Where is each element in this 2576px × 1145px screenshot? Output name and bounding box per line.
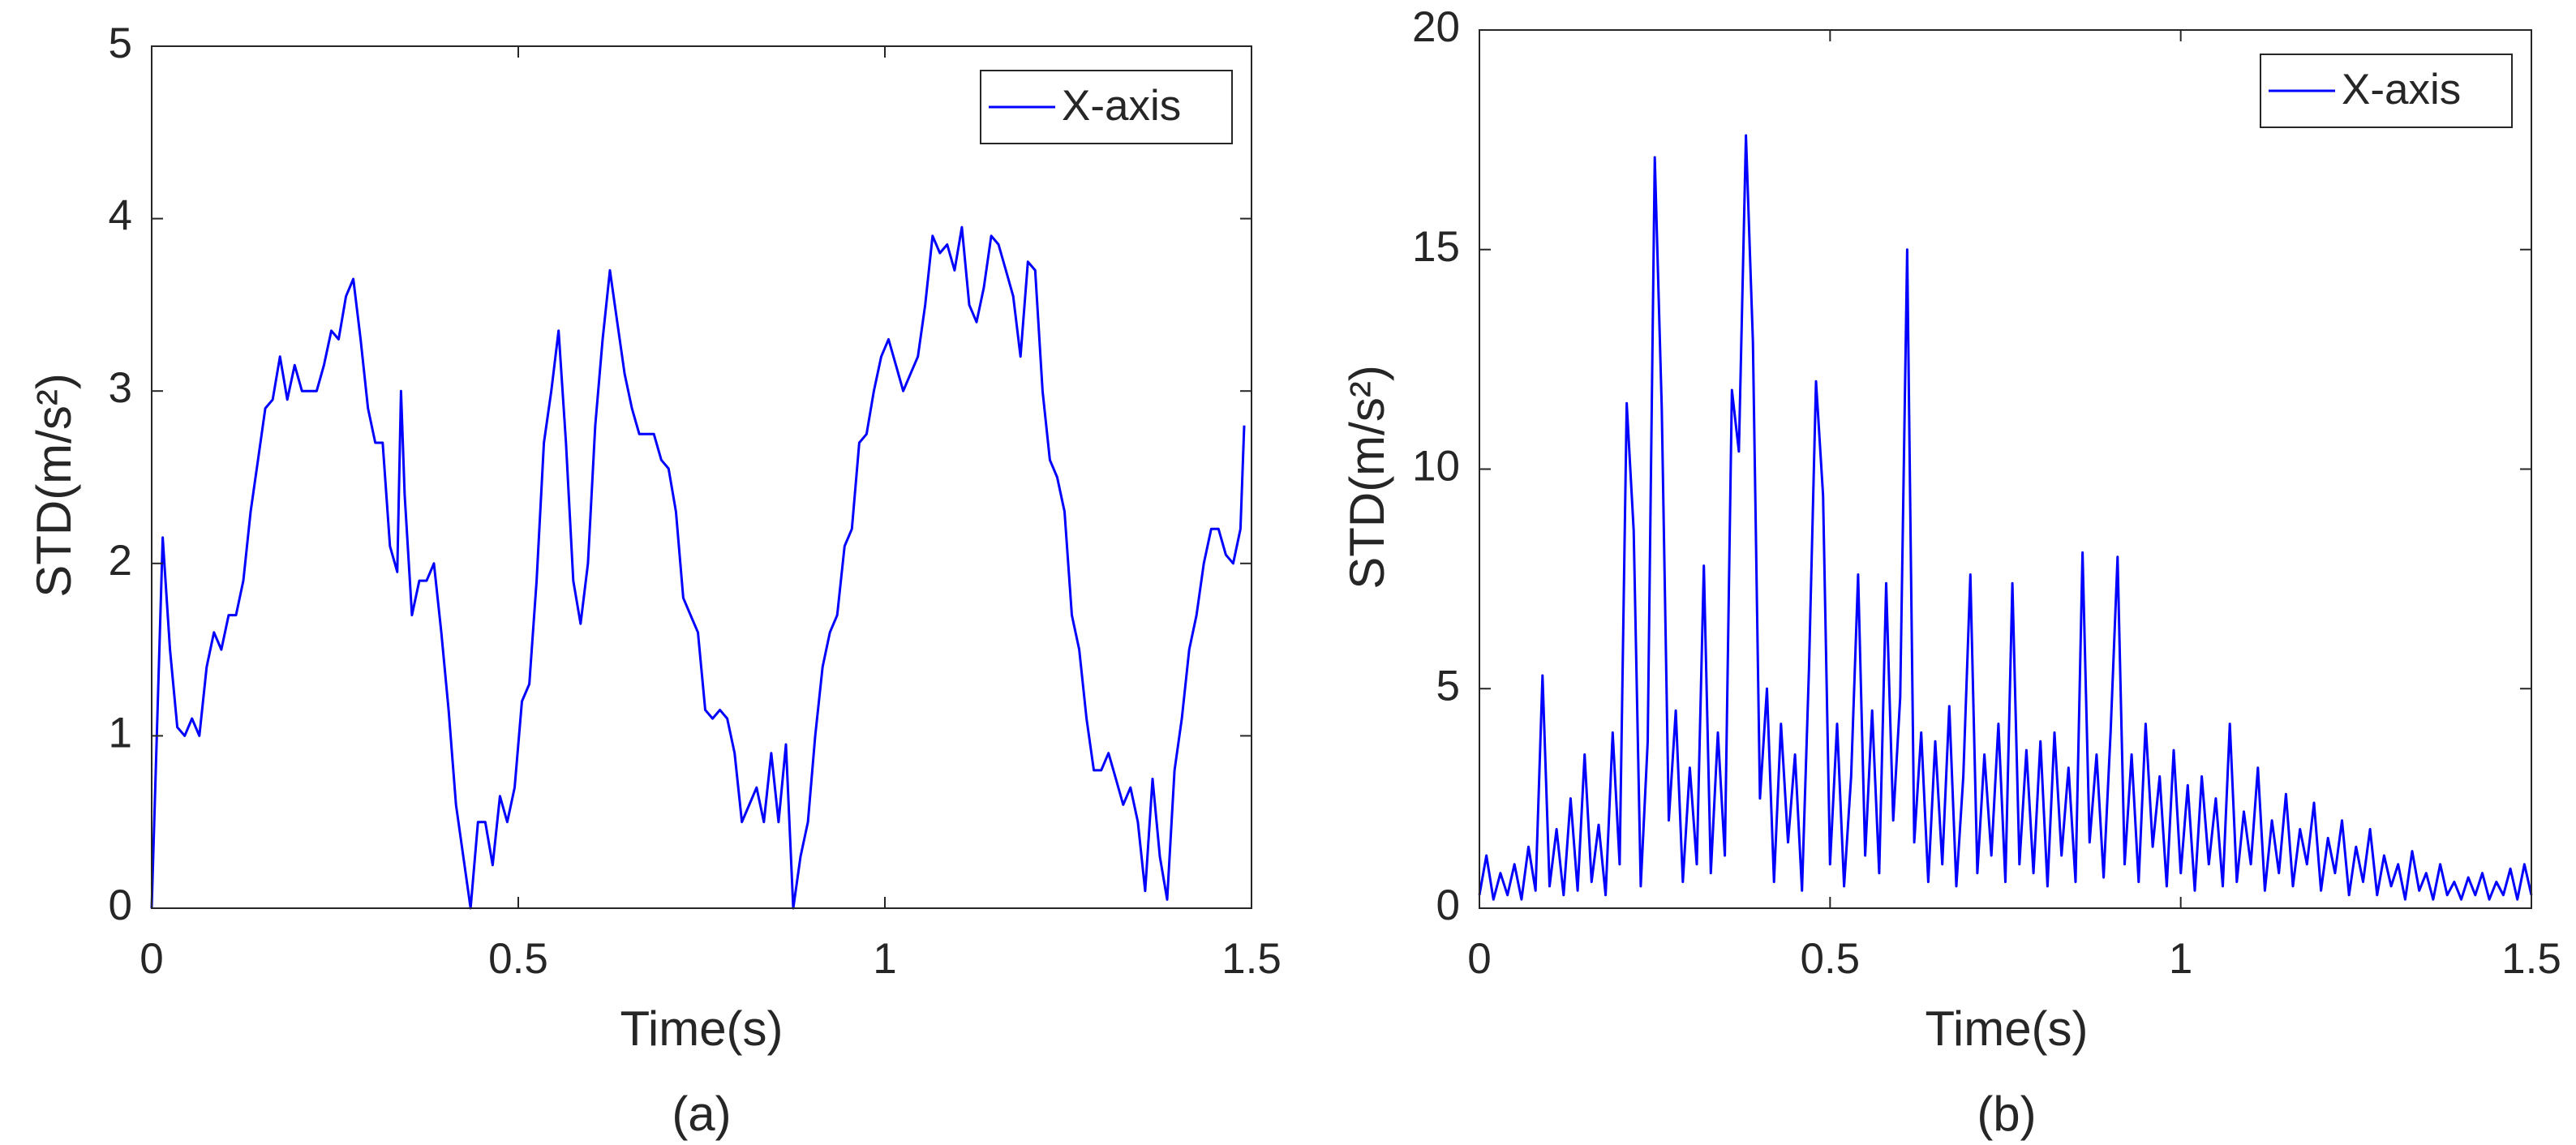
legend-label: X-axis — [1062, 82, 1181, 130]
y-tick-label: 2 — [109, 537, 132, 585]
x-tick-label: 0.5 — [1800, 935, 1860, 983]
y-tick-label: 5 — [1436, 662, 1460, 710]
x-tick-label: 1.5 — [2501, 935, 2561, 983]
plot-area — [1479, 30, 2531, 908]
y-tick-label: 5 — [109, 19, 132, 67]
data-line — [1478, 134, 2533, 901]
legend-label: X-axis — [2342, 66, 2461, 114]
y-tick-label: 0 — [109, 881, 132, 929]
x-tick-label: 1.5 — [1221, 935, 1282, 983]
y-tick-label: 1 — [109, 709, 132, 757]
caption: (a) — [672, 1087, 731, 1141]
axes-box — [151, 45, 1252, 909]
y-axis-label: STD(m/s²) — [1340, 365, 1394, 590]
y-tick-label: 4 — [109, 192, 132, 240]
x-tick-label: 0 — [1467, 935, 1491, 983]
y-tick-label: 3 — [109, 364, 132, 412]
x-axis-label: Time(s) — [620, 1001, 783, 1056]
x-tick-label: 0.5 — [488, 935, 548, 983]
y-tick-label: 20 — [1412, 3, 1460, 51]
plot-area — [152, 46, 1252, 908]
y-tick-label: 10 — [1412, 443, 1460, 491]
caption: (b) — [1977, 1087, 2036, 1141]
x-tick-label: 0 — [140, 935, 163, 983]
y-tick-label: 0 — [1436, 881, 1460, 929]
data-line — [150, 225, 1246, 910]
x-axis-label: Time(s) — [1925, 1001, 2088, 1056]
y-tick-label: 15 — [1412, 223, 1460, 271]
x-tick-label: 1 — [873, 935, 896, 983]
y-axis-label: STD(m/s²) — [27, 373, 81, 598]
legend-box — [980, 70, 1233, 144]
x-tick-label: 1 — [2169, 935, 2192, 983]
